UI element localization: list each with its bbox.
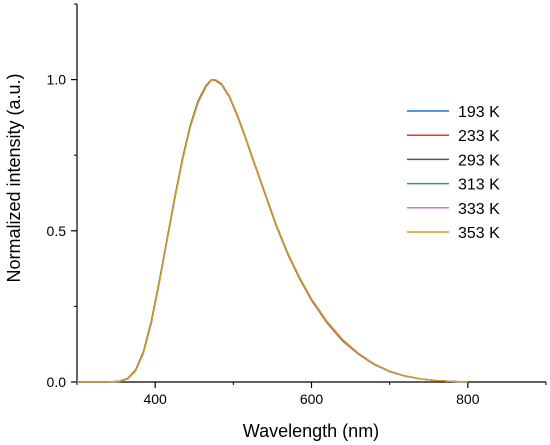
series-line-353-k [77,78,468,383]
y-axis-label: Normalized intensity (a.u.) [4,73,24,282]
series-line-193-k [77,78,468,383]
legend-label: 293 K [458,152,500,169]
axis-ticks: 400 600 800 0.0 0.5 1.0 [47,3,547,407]
legend-label: 233 K [458,128,500,145]
series-lines [77,78,468,383]
y-tick-label: 0.5 [47,223,67,239]
series-line-333-k [77,78,468,383]
legend-label: 333 K [458,201,500,218]
series-line-233-k [77,78,468,383]
legend-label: 193 K [458,104,500,121]
legend: 193 K 233 K 293 K 313 K 333 K 353 K [407,104,500,242]
legend-label: 313 K [458,177,500,194]
series-line-293-k [77,79,468,383]
series-line-313-k [77,79,468,383]
y-tick-label: 0.0 [47,374,67,390]
x-tick-label: 800 [456,391,480,407]
y-tick-label: 1.0 [47,72,67,88]
x-axis-label: Wavelength (nm) [243,421,379,441]
x-tick-label: 400 [143,391,167,407]
x-tick-label: 600 [300,391,324,407]
legend-label: 353 K [458,225,500,242]
